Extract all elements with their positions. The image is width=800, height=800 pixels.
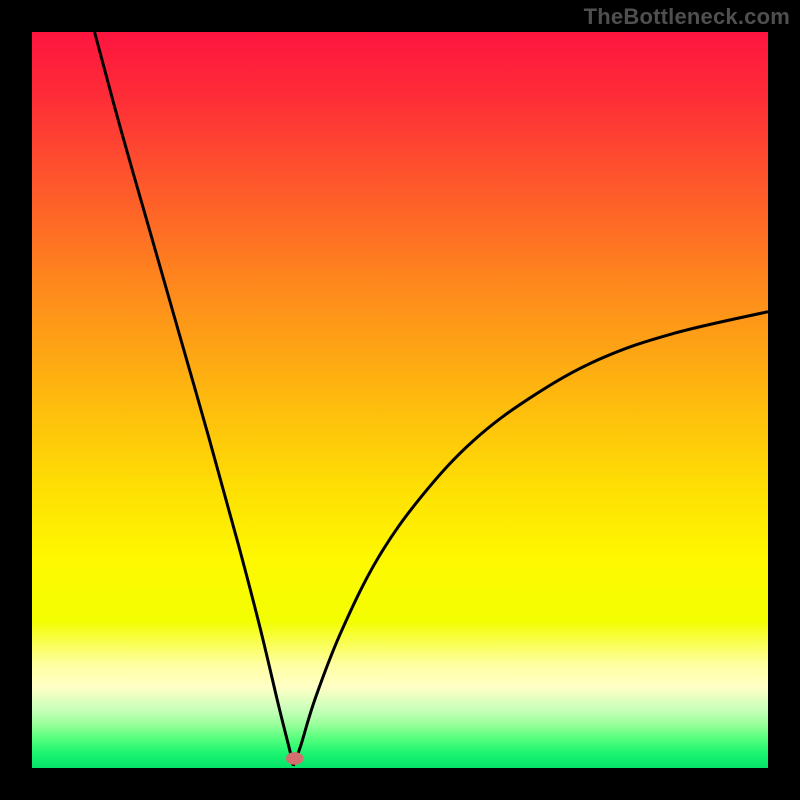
plot-area	[32, 32, 768, 768]
vertex-marker	[286, 752, 304, 765]
background-gradient	[32, 32, 768, 768]
plot-svg	[32, 32, 768, 768]
curve-left-branch	[95, 32, 294, 766]
chart-frame: TheBottleneck.com	[0, 0, 800, 800]
curve-right-branch	[293, 312, 768, 766]
watermark-text: TheBottleneck.com	[584, 4, 790, 30]
